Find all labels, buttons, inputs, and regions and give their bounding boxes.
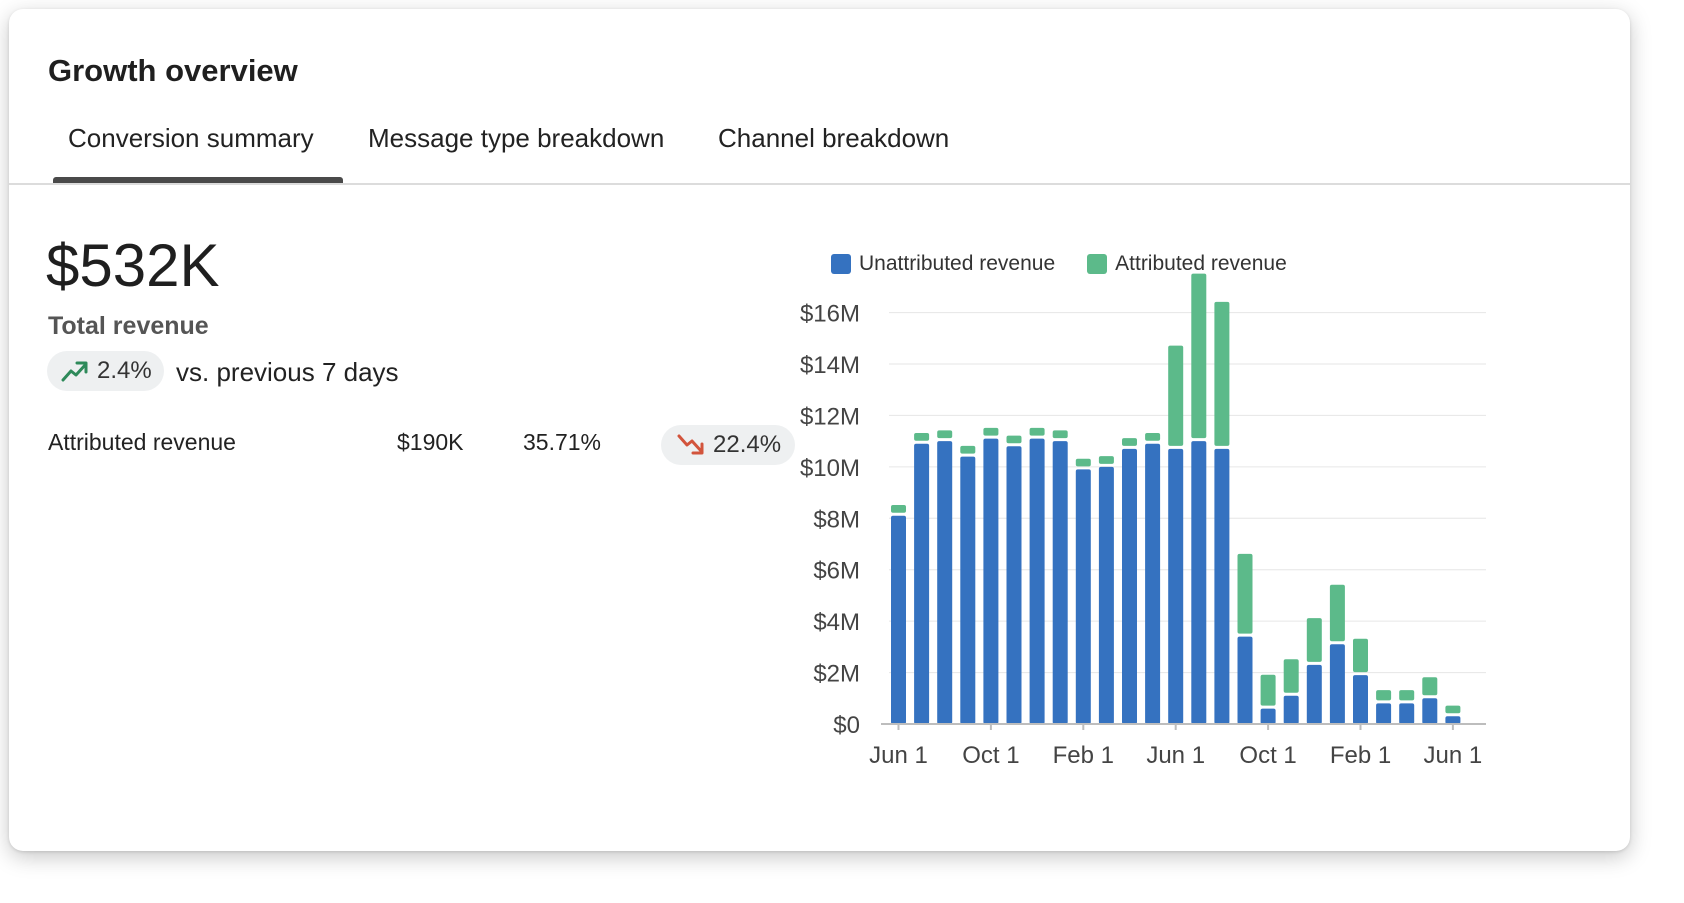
bar-unattributed [1122, 448, 1137, 724]
x-tick-label: Jun 1 [1424, 742, 1483, 769]
bar-unattributed [1006, 446, 1022, 724]
bar-unattributed [1191, 441, 1207, 724]
bar-unattributed [1353, 675, 1368, 724]
bar-unattributed [1168, 448, 1184, 724]
chart-legend: Unattributed revenue Attributed revenue [831, 252, 1287, 276]
bar-unattributed [937, 441, 953, 724]
bar-unattributed [1445, 716, 1461, 724]
bar-attributed [1029, 427, 1045, 436]
legend-label-unattributed: Unattributed revenue [859, 252, 1056, 275]
legend-swatch-unattributed [831, 254, 851, 274]
bar-attributed [1422, 677, 1438, 696]
bar-attributed [1006, 435, 1022, 444]
comparison-text: vs. previous 7 days [176, 357, 399, 387]
legend-item-attributed[interactable]: Attributed revenue [1087, 252, 1287, 276]
attributed-revenue-share: 35.71% [523, 429, 602, 455]
trending-up-icon [61, 361, 88, 382]
change-badge-up: 2.4% [47, 351, 164, 391]
change-down-value: 22.4% [713, 431, 782, 458]
bar-attributed [1075, 458, 1091, 467]
bar-unattributed [1283, 695, 1299, 724]
bar-unattributed [960, 456, 976, 724]
bar-attributed [983, 427, 999, 436]
y-tick-label: $4M [813, 609, 860, 636]
legend-swatch-attributed [1087, 254, 1108, 274]
y-tick-label: $10M [800, 455, 860, 482]
bar-unattributed [1052, 441, 1068, 724]
bar-attributed [1445, 705, 1461, 714]
bar-attributed [1214, 301, 1230, 446]
bar-attributed [1145, 433, 1161, 441]
bar-unattributed [1214, 448, 1230, 724]
bar-unattributed [1029, 438, 1045, 724]
bar-attributed [1376, 690, 1392, 701]
x-tick-label: Jun 1 [1146, 742, 1205, 769]
active-tab-indicator [53, 177, 343, 183]
bar-attributed [1283, 659, 1299, 693]
bar-attributed [960, 445, 976, 454]
y-tick-label: $0 [833, 712, 860, 739]
bar-unattributed [983, 438, 999, 724]
revenue-bar-chart: $0 $2M $4M $6M $8M $10M $12M $14M $16M Jun 1 Oct 1… [800, 273, 1486, 769]
trending-down-icon [677, 434, 704, 455]
change-badge-down: 22.4% [661, 425, 796, 465]
attributed-revenue-value: $190K [397, 429, 464, 455]
bar-unattributed [891, 515, 906, 724]
bar-unattributed [1422, 698, 1438, 724]
bar-attributed [891, 505, 906, 513]
bar-unattributed [1376, 703, 1392, 724]
x-tick-label: Jun 1 [869, 742, 928, 769]
x-tick-label: Feb 1 [1330, 742, 1391, 769]
bar-unattributed [1306, 664, 1322, 724]
change-up-value: 2.4% [97, 357, 152, 384]
bar-unattributed [1237, 636, 1253, 724]
bar-attributed [1260, 674, 1276, 706]
bar-unattributed [1075, 469, 1091, 724]
y-tick-label: $16M [800, 301, 860, 328]
bar-attributed [1237, 553, 1253, 634]
bar-attributed [914, 433, 930, 441]
tab-channel-breakdown[interactable]: Channel breakdown [718, 123, 950, 153]
y-tick-label: $6M [813, 558, 860, 585]
bar-attributed [1399, 690, 1415, 701]
legend-label-attributed: Attributed revenue [1115, 252, 1287, 275]
bar-attributed [1122, 438, 1137, 446]
y-tick-label: $14M [800, 352, 860, 379]
legend-item-unattributed[interactable]: Unattributed revenue [831, 252, 1055, 276]
bar-unattributed [1260, 708, 1276, 724]
bar-unattributed [1399, 703, 1415, 724]
total-revenue-label: Total revenue [48, 312, 209, 340]
x-tick-label: Oct 1 [1239, 742, 1296, 769]
y-tick-label: $12M [800, 403, 860, 430]
bar-attributed [1306, 618, 1322, 662]
bar-unattributed [914, 443, 930, 724]
x-tick-label: Oct 1 [962, 742, 1019, 769]
bar-unattributed [1145, 443, 1161, 724]
bar-attributed [1329, 584, 1345, 642]
attributed-revenue-label: Attributed revenue [48, 429, 236, 455]
bar-attributed [1168, 345, 1184, 446]
y-tick-label: $2M [813, 661, 860, 688]
y-tick-label: $8M [813, 506, 860, 533]
bar-attributed [937, 430, 953, 439]
x-tick-label: Feb 1 [1053, 742, 1114, 769]
bar-unattributed [1098, 466, 1114, 724]
bar-attributed [1052, 430, 1068, 439]
tab-message-type-breakdown[interactable]: Message type breakdown [368, 123, 665, 153]
total-revenue-value: $532K [46, 232, 220, 299]
bar-attributed [1191, 273, 1207, 439]
page-title: Growth overview [48, 53, 298, 88]
growth-overview-card: Growth overview Conversion summary Messa… [9, 9, 1630, 851]
tab-conversion-summary[interactable]: Conversion summary [68, 123, 314, 153]
bar-attributed [1353, 638, 1368, 673]
tab-bar: Conversion summary Message type breakdow… [9, 113, 1630, 185]
bar-attributed [1098, 456, 1114, 464]
bar-unattributed [1329, 644, 1345, 724]
